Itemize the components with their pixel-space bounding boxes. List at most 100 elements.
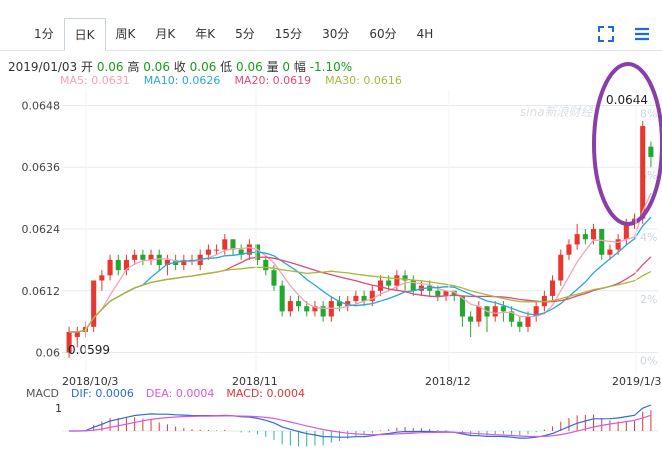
- chart-toolbar: [596, 24, 652, 44]
- candle: [271, 270, 277, 286]
- macd-label: MACD: [26, 387, 59, 400]
- tab-8[interactable]: 60分: [369, 27, 397, 41]
- x-tick-label: 2018/11: [232, 375, 278, 388]
- right-pct-label: 8%: [640, 107, 657, 120]
- candle: [181, 259, 187, 266]
- candle: [156, 254, 162, 266]
- ohlc-info-line: 2019/01/03 开 0.06 高 0.06 收 0.06 低 0.06 量…: [8, 58, 352, 75]
- ma-legend-item: MA30: 0.0616: [325, 74, 402, 87]
- x-tick-label: 2018/12: [425, 375, 471, 388]
- fullscreen-icon[interactable]: [596, 24, 616, 44]
- candle: [246, 244, 252, 255]
- y-tick-label: 0.06: [36, 347, 61, 360]
- high-value: 0.06: [143, 60, 170, 74]
- ma10-line: [69, 216, 652, 333]
- open-value: 0.06: [96, 60, 124, 74]
- candle: [91, 280, 97, 327]
- tab-9[interactable]: 4H: [416, 27, 434, 41]
- candle: [377, 280, 384, 291]
- y-tick-label: 0.0624: [22, 223, 61, 236]
- candle: [279, 285, 285, 312]
- y-tick-label: 0.0636: [22, 161, 61, 174]
- candle: [492, 306, 498, 317]
- candle: [550, 280, 556, 296]
- y-tick-label: 0.0648: [22, 99, 61, 112]
- candle: [525, 316, 531, 327]
- low-label: 低: [220, 60, 233, 74]
- candle: [443, 290, 449, 296]
- candle: [640, 126, 646, 219]
- right-pct-label: 0%: [640, 355, 657, 368]
- candle: [459, 295, 465, 317]
- candle: [74, 331, 80, 338]
- candle: [115, 259, 121, 271]
- macd-header: MACD DIF: 0.0006 DEA: 0.0004 MACD: 0.0004: [26, 387, 305, 400]
- candle: [99, 275, 105, 281]
- candle: [66, 331, 72, 353]
- candle: [410, 280, 416, 291]
- candle: [312, 306, 318, 312]
- candle: [566, 244, 572, 255]
- tab-3[interactable]: 月K: [155, 27, 176, 41]
- candle: [361, 295, 367, 302]
- y-tick-label: 0.0612: [22, 285, 61, 298]
- candle: [599, 229, 605, 255]
- low-price-label: 0.0599: [68, 343, 110, 357]
- candle: [148, 254, 154, 260]
- candle: [468, 316, 474, 322]
- candle: [451, 290, 457, 296]
- close-value: 0.06: [189, 60, 217, 74]
- tab-6[interactable]: 15分: [274, 27, 303, 41]
- x-tick-label: 2019/1/3: [612, 375, 661, 388]
- candle: [607, 249, 613, 255]
- tab-2[interactable]: 周K: [115, 27, 136, 41]
- candle: [353, 295, 359, 302]
- candle: [222, 239, 228, 250]
- candle: [230, 239, 236, 250]
- right-pct-label: 4%: [640, 231, 657, 244]
- ma-legend: MA5: 0.0631 MA10: 0.0626 MA20: 0.0619 MA30:…: [60, 74, 416, 87]
- macd-dea: DEA: 0.0004: [146, 387, 214, 400]
- tab-7[interactable]: 30分: [322, 27, 350, 41]
- ma-legend-item: MA5: 0.0631: [60, 74, 130, 87]
- candle: [304, 306, 310, 312]
- tab-0[interactable]: 1分: [34, 27, 54, 41]
- open-label: 开: [81, 60, 94, 74]
- menu-icon[interactable]: [632, 24, 652, 44]
- candle: [205, 249, 211, 255]
- watermark-logo: sina新浪财经: [520, 105, 595, 119]
- tab-4[interactable]: 年K: [195, 27, 216, 41]
- ma5-line: [69, 192, 652, 333]
- candle: [500, 306, 506, 312]
- candle: [238, 249, 244, 255]
- candle: [533, 306, 539, 317]
- candle: [140, 254, 146, 260]
- candle: [132, 254, 138, 260]
- candle: [336, 301, 343, 307]
- candle: [214, 249, 220, 251]
- candle: [623, 223, 629, 240]
- dea-line: [69, 414, 652, 438]
- volume-label: 量: [266, 60, 279, 74]
- candle: [558, 254, 564, 281]
- candle: [648, 146, 654, 157]
- volume-value: 0: [282, 60, 291, 74]
- close-label: 收: [173, 60, 186, 74]
- macd-value: MACD: 0.0004: [226, 387, 305, 400]
- candle: [123, 259, 129, 271]
- period-tabs: 1分 日K 周K 月K 年K 5分 15分 30分 60分 4H: [24, 18, 443, 51]
- candle: [509, 311, 515, 322]
- tab-5[interactable]: 5分: [235, 27, 255, 41]
- candle: [402, 275, 408, 281]
- period-tab-bar: 1分 日K 周K 月K 年K 5分 15分 30分 60分 4H: [0, 18, 662, 51]
- candle: [345, 301, 351, 307]
- candle: [164, 259, 170, 266]
- change-value: -1.10%: [309, 60, 353, 74]
- change-label: 幅: [293, 60, 306, 74]
- tab-1[interactable]: 日K: [63, 18, 106, 51]
- candle: [386, 280, 392, 286]
- candle: [394, 275, 400, 286]
- high-label: 高: [127, 60, 140, 74]
- ma20-line: [69, 256, 652, 333]
